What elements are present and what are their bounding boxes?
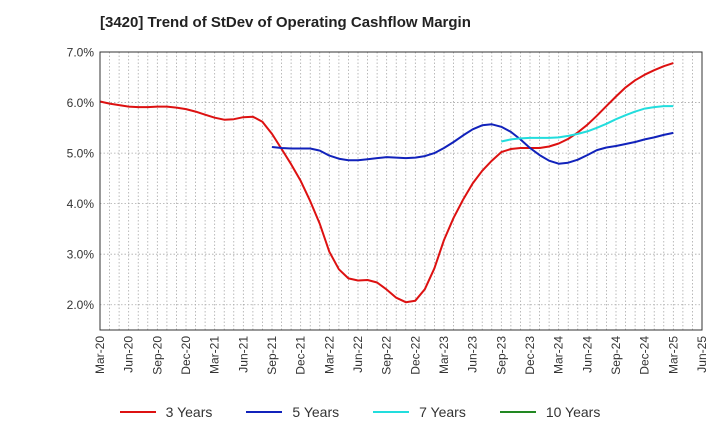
y-tick-label: 4.0% xyxy=(67,197,95,211)
x-tick-label: Mar-22 xyxy=(322,336,336,374)
x-tick-label: Mar-20 xyxy=(93,336,107,374)
legend-label: 10 Years xyxy=(545,404,601,420)
legend-label: 5 Years xyxy=(292,404,340,420)
legend-swatch xyxy=(246,411,283,413)
x-tick-label: Mar-23 xyxy=(437,336,451,374)
chart-title: [3420] Trend of StDev of Operating Cashf… xyxy=(100,14,471,31)
x-tick-label: Mar-24 xyxy=(552,336,566,374)
y-tick-label: 5.0% xyxy=(67,147,95,161)
plot-frame xyxy=(99,51,703,331)
legend-label: 7 Years xyxy=(419,404,466,420)
x-tick-label: Mar-21 xyxy=(208,336,222,374)
legend-swatch xyxy=(499,411,536,413)
series-line xyxy=(501,105,674,143)
x-tick-label: Sep-21 xyxy=(265,336,279,375)
y-tick-label: 7.0% xyxy=(67,46,95,60)
x-tick-label: Sep-24 xyxy=(609,336,623,375)
x-tick-label: Sep-23 xyxy=(494,336,508,375)
x-tick-label: Mar-25 xyxy=(666,336,680,374)
legend-item: 3 Years xyxy=(119,404,213,420)
legend-swatch xyxy=(119,411,156,413)
legend-swatch xyxy=(373,411,410,413)
x-axis-ticks: Mar-20 Jun-20 Sep-20 Dec-20 Mar-21 Jun-21 Sep-… xyxy=(93,336,709,375)
y-tick-label: 2.0% xyxy=(67,298,95,312)
x-tick-label: Jun-21 xyxy=(236,336,250,373)
legend: 3 Years 5 Years 7 Years 10 Years xyxy=(0,404,720,420)
x-tick-label: Jun-23 xyxy=(466,336,480,373)
x-tick-label: Jun-22 xyxy=(351,336,365,373)
x-tick-label: Dec-20 xyxy=(179,336,193,375)
series-line xyxy=(99,62,674,304)
x-tick-label: Jun-25 xyxy=(695,336,709,373)
y-tick-label: 6.0% xyxy=(67,96,95,110)
x-tick-label: Dec-24 xyxy=(638,336,652,375)
legend-item: 5 Years xyxy=(246,404,339,420)
grid-lines xyxy=(100,52,702,330)
x-tick-label: Dec-23 xyxy=(523,336,537,375)
series-lines xyxy=(99,62,674,304)
x-tick-label: Jun-24 xyxy=(580,336,594,373)
series-line xyxy=(271,123,674,165)
x-tick-label: Jun-20 xyxy=(122,336,136,373)
x-tick-label: Dec-21 xyxy=(294,336,308,375)
legend-item: 10 Years xyxy=(499,404,601,420)
legend-item: 7 Years xyxy=(373,404,466,420)
x-tick-label: Sep-20 xyxy=(150,336,164,375)
y-axis-ticks: 2.0% 3.0% 4.0% 5.0% 6.0% 7.0% xyxy=(67,46,95,313)
x-tick-label: Sep-22 xyxy=(380,336,394,375)
x-tick-label: Dec-22 xyxy=(408,336,422,375)
legend-label: 3 Years xyxy=(165,404,213,420)
y-tick-label: 3.0% xyxy=(67,248,95,262)
